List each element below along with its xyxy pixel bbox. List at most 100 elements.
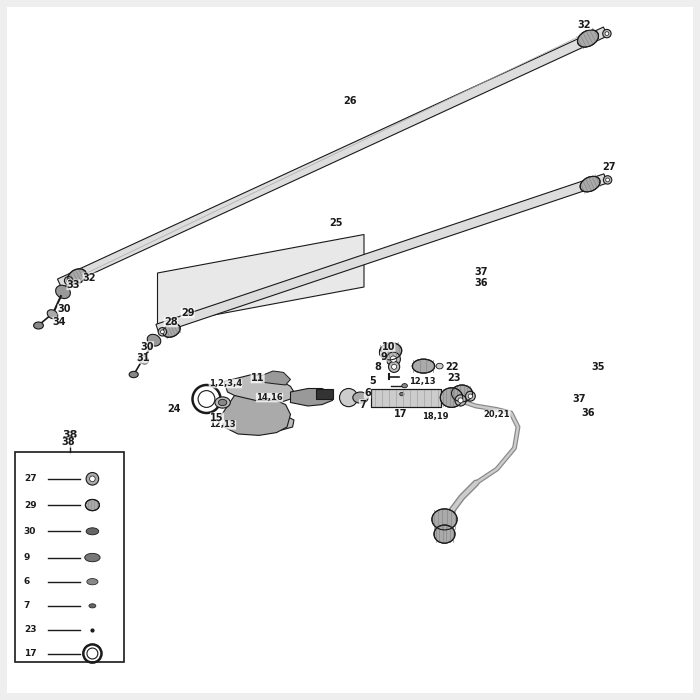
Ellipse shape xyxy=(85,500,99,511)
Circle shape xyxy=(389,361,400,372)
Text: 17: 17 xyxy=(24,649,36,658)
Text: 6: 6 xyxy=(24,578,30,586)
Ellipse shape xyxy=(440,388,463,407)
Ellipse shape xyxy=(353,392,368,403)
Text: 12,13: 12,13 xyxy=(209,421,236,429)
Circle shape xyxy=(64,276,73,285)
Text: 27: 27 xyxy=(24,475,36,483)
Text: 22: 22 xyxy=(444,362,458,372)
Text: 32: 32 xyxy=(83,273,97,283)
Circle shape xyxy=(391,356,396,363)
Text: 34: 34 xyxy=(52,317,66,327)
Circle shape xyxy=(468,394,472,398)
Text: 30: 30 xyxy=(57,304,71,314)
Circle shape xyxy=(606,178,610,182)
Polygon shape xyxy=(156,174,607,334)
Text: 7: 7 xyxy=(24,601,30,610)
Ellipse shape xyxy=(578,30,598,47)
Text: 23: 23 xyxy=(447,373,461,383)
Text: 29: 29 xyxy=(181,308,195,318)
Polygon shape xyxy=(220,395,290,435)
Circle shape xyxy=(466,391,475,401)
Circle shape xyxy=(455,395,466,406)
Text: 9: 9 xyxy=(380,352,387,362)
Ellipse shape xyxy=(402,384,407,388)
Text: 8: 8 xyxy=(374,363,382,372)
Text: 29: 29 xyxy=(24,500,36,510)
Ellipse shape xyxy=(85,553,100,561)
Polygon shape xyxy=(259,371,290,385)
Text: 36: 36 xyxy=(475,279,489,288)
Text: 23: 23 xyxy=(24,626,36,634)
Text: 33: 33 xyxy=(66,280,80,290)
Text: 36: 36 xyxy=(581,408,595,418)
Circle shape xyxy=(340,389,358,407)
Text: 30: 30 xyxy=(24,527,36,536)
Text: 18,19: 18,19 xyxy=(422,412,449,421)
Circle shape xyxy=(160,330,164,334)
Polygon shape xyxy=(57,27,608,288)
Polygon shape xyxy=(251,398,294,430)
Text: 1,2,3,4: 1,2,3,4 xyxy=(209,379,242,388)
FancyBboxPatch shape xyxy=(15,452,124,662)
Ellipse shape xyxy=(580,176,600,192)
Ellipse shape xyxy=(47,309,58,319)
Ellipse shape xyxy=(89,603,96,608)
Text: 6: 6 xyxy=(364,389,371,398)
Circle shape xyxy=(66,279,71,283)
Circle shape xyxy=(90,476,95,482)
Circle shape xyxy=(158,328,167,336)
Text: 17: 17 xyxy=(393,410,407,419)
Text: 30: 30 xyxy=(140,342,154,351)
Ellipse shape xyxy=(379,343,402,360)
Polygon shape xyxy=(316,389,332,399)
Text: 25: 25 xyxy=(329,218,343,228)
Text: 38: 38 xyxy=(62,430,77,440)
Circle shape xyxy=(605,32,609,36)
Ellipse shape xyxy=(436,363,443,369)
Ellipse shape xyxy=(452,385,472,402)
Text: 24: 24 xyxy=(167,405,181,414)
Ellipse shape xyxy=(87,578,98,585)
Text: 20,21: 20,21 xyxy=(484,410,510,419)
Text: 26: 26 xyxy=(343,97,357,106)
Ellipse shape xyxy=(55,285,71,299)
Ellipse shape xyxy=(434,525,455,543)
Circle shape xyxy=(86,473,99,485)
Ellipse shape xyxy=(34,322,43,329)
Ellipse shape xyxy=(432,509,457,530)
FancyBboxPatch shape xyxy=(7,7,693,693)
Text: 28: 28 xyxy=(164,317,178,327)
Circle shape xyxy=(603,176,612,184)
Ellipse shape xyxy=(412,359,435,373)
Text: 37: 37 xyxy=(475,267,489,276)
Text: 7: 7 xyxy=(359,400,366,410)
Text: 11: 11 xyxy=(251,373,265,383)
Text: 31: 31 xyxy=(136,354,150,363)
Polygon shape xyxy=(371,389,441,407)
Circle shape xyxy=(391,364,397,370)
Ellipse shape xyxy=(86,528,99,535)
Text: 12,13: 12,13 xyxy=(409,377,435,386)
Ellipse shape xyxy=(215,397,230,408)
Text: 5: 5 xyxy=(369,377,376,386)
Circle shape xyxy=(458,398,463,403)
Text: 15: 15 xyxy=(210,413,224,423)
Text: 37: 37 xyxy=(573,394,587,404)
Ellipse shape xyxy=(163,323,180,337)
Ellipse shape xyxy=(68,269,86,284)
Ellipse shape xyxy=(129,371,139,378)
Text: 32: 32 xyxy=(578,20,592,29)
Text: 14,16: 14,16 xyxy=(256,393,283,402)
Text: 35: 35 xyxy=(592,363,606,372)
Ellipse shape xyxy=(400,392,404,396)
Circle shape xyxy=(386,352,400,366)
Polygon shape xyxy=(290,389,332,406)
Ellipse shape xyxy=(147,335,161,346)
Polygon shape xyxy=(224,374,294,402)
Ellipse shape xyxy=(218,399,227,405)
Text: 27: 27 xyxy=(602,162,616,172)
Circle shape xyxy=(603,29,611,38)
Text: 10: 10 xyxy=(382,342,395,351)
Polygon shape xyxy=(158,234,364,326)
